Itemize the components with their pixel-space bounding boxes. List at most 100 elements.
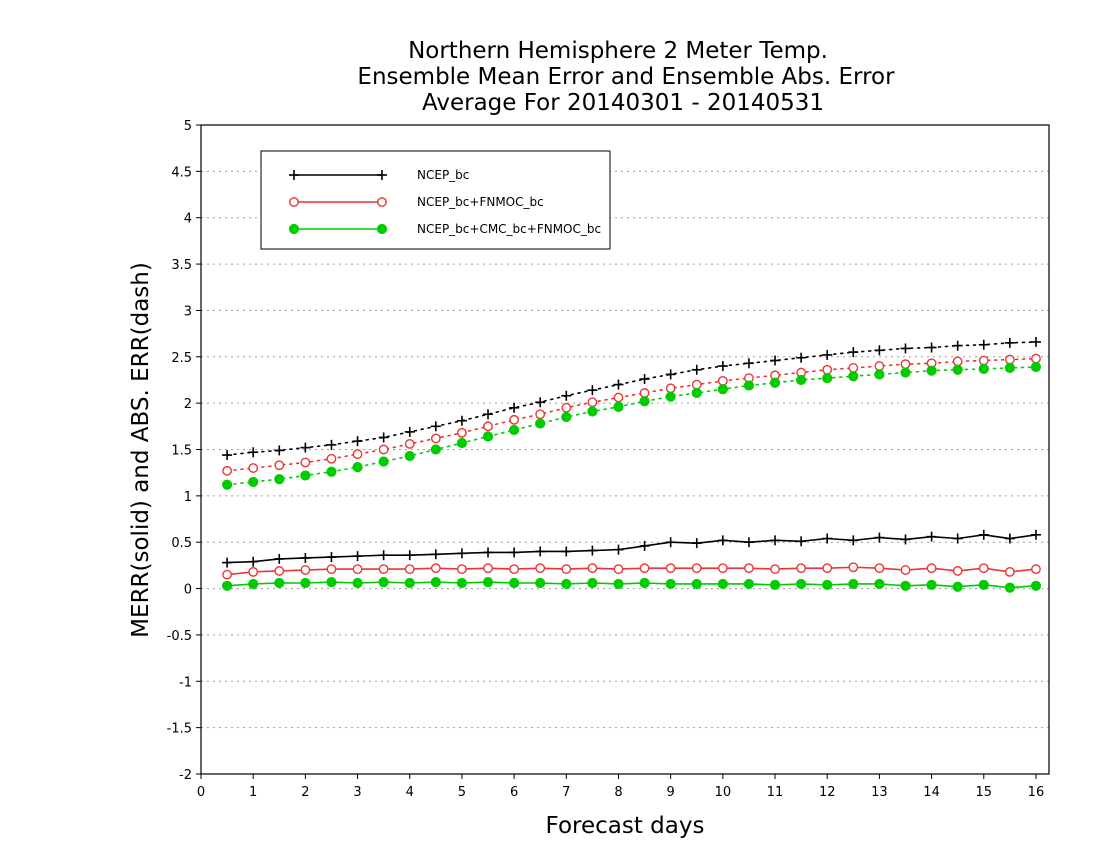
abs-err-point [274,445,285,456]
merr-point [378,576,389,588]
abs-err-point [691,364,702,375]
abs-err-point [952,364,963,375]
merr-point [848,578,859,590]
legend-items: NCEP_bc NCEP_bc+FNMOC_bc NCEP_bc+CMC_bc+FN… [288,168,601,236]
abs-err-point [639,374,650,385]
merr-point [769,579,781,590]
merr-point [352,551,363,562]
abs-err-point [952,340,963,351]
merr-point [822,579,833,590]
abs-err-point [900,343,911,354]
legend-entry-3: NCEP_bc+CMC_bc+FNMOC_bc [288,222,601,236]
legend-label: NCEP_bc+FNMOC_bc [417,195,544,209]
abs-err-point [561,411,572,423]
y-tick-label: 4.5 [171,165,192,180]
title-line-3: Average For 20140301 - 20140531 [422,90,824,116]
merr-point [587,577,598,589]
abs-err-point [613,392,624,403]
abs-err-point [1004,337,1015,348]
merr-point [926,563,937,574]
abs-err-point [352,449,363,460]
merr-point [457,564,467,575]
abs-err-point [222,465,232,476]
abs-err-point [796,374,807,386]
merr-point [1004,566,1015,577]
legend-entry-1: NCEP_bc [289,168,469,182]
abs-err-point [535,397,546,408]
legend-marker-start [289,197,299,207]
merr-point [456,548,467,559]
merr-point [1030,580,1042,591]
y-tick-label: 0 [184,583,192,598]
series-2 [222,353,1041,580]
merr-point [743,537,754,548]
abs-err-point [639,388,650,398]
merr-point [900,565,911,575]
abs-err-point [378,432,389,443]
merr-point [665,563,676,574]
merr-point [717,535,728,546]
abs-err-point [378,456,389,467]
merr-point [378,564,389,575]
merr-point [691,538,702,549]
abs-err-point [665,391,676,402]
merr-point [744,563,754,574]
y-tick-label: 1 [184,490,192,505]
merr-point [978,529,989,540]
abs-err-point [222,450,233,461]
merr-point [874,532,885,543]
merr-point [430,549,441,560]
x-tick-label: 13 [871,785,888,800]
abs-err-point [326,466,337,477]
abs-err-point [874,345,885,356]
merr-point [248,578,259,590]
x-tick-label: 5 [458,785,466,800]
abs-err-point [926,342,937,353]
merr-point [352,564,363,575]
merr-point [900,580,911,591]
merr-point [1030,529,1041,540]
abs-err-point [561,390,572,401]
x-tick-label: 3 [353,785,361,800]
x-tick-label: 8 [614,785,622,800]
series-1 [222,336,1041,568]
plot-frame [200,124,1050,775]
abs-err-line [226,341,1037,456]
merr-point [926,579,937,590]
legend-marker-end [376,223,388,235]
merr-point [274,566,285,576]
y-tick-label: 3.5 [171,258,192,273]
abs-err-point [691,387,702,399]
merr-point [509,577,520,589]
title-line-2: Ensemble Mean Error and Ensemble Abs. Er… [357,64,895,90]
abs-err-point [404,450,415,462]
abs-err-point [717,361,728,372]
x-tick-label: 11 [767,785,784,800]
abs-err-point [430,433,441,444]
abs-err-point [561,402,572,413]
legend-entry-2: NCEP_bc+FNMOC_bc [289,195,544,209]
abs-err-point [1004,362,1015,374]
abs-err-point [691,379,702,390]
x-tick-label: 4 [406,785,414,800]
merr-point [482,576,494,588]
legend-marker-start [288,223,300,235]
merr-point [691,578,702,590]
merr-point [770,564,780,575]
abs-err-point [274,460,285,471]
merr-point [300,577,311,589]
abs-err-point [456,437,468,449]
abs-err-point [587,397,598,408]
y-tick-label: 2.5 [171,351,192,366]
merr-point [848,535,859,546]
abs-err-point [248,447,259,458]
merr-point [639,577,650,589]
merr-point [561,546,572,557]
merr-point [456,577,468,589]
abs-err-point [717,384,728,395]
merr-point [717,578,728,590]
merr-point [796,578,807,590]
merr-point [404,564,415,575]
y-tick-label: 4 [184,212,192,227]
series-3 [221,361,1042,593]
